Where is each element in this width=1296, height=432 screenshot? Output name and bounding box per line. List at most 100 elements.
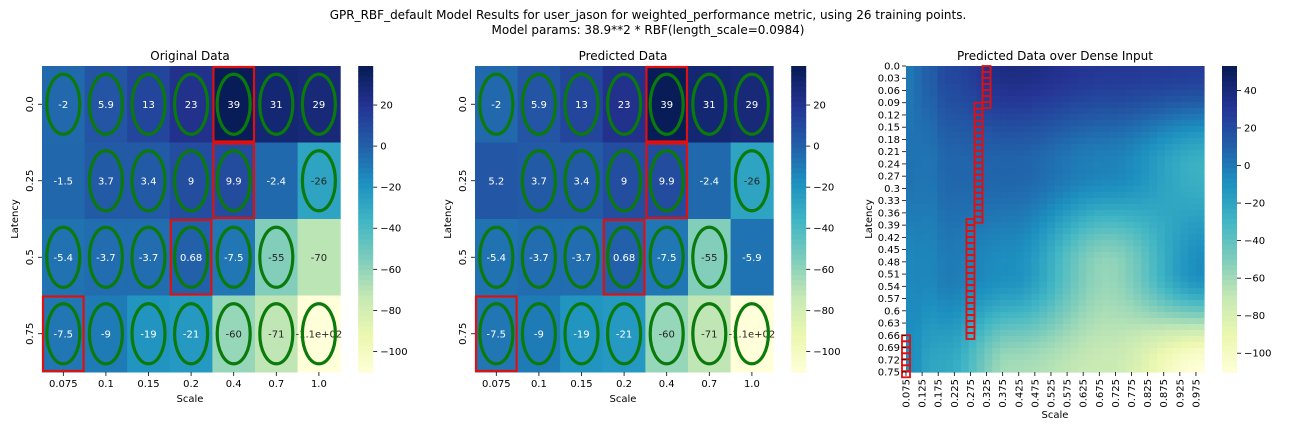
dense-heatmap-cell (1180, 186, 1189, 193)
dense-heatmap-cell (1117, 252, 1127, 259)
dense-heatmap-cell (1172, 192, 1182, 199)
dense-heatmap-cell (929, 312, 938, 319)
dense-heatmap-cell (1188, 156, 1197, 163)
dense-heatmap-cell (1062, 216, 1072, 223)
dense-heatmap-cell (1156, 330, 1166, 337)
dense-heatmap-cell (1039, 102, 1048, 109)
x-tick-label: 0.125 (918, 379, 929, 408)
dense-heatmap-cell (960, 270, 970, 277)
dense-heatmap-cell (953, 168, 962, 175)
dense-heatmap-cell (1188, 120, 1197, 127)
dense-heatmap-cell (984, 132, 993, 139)
dense-heatmap-cell (1188, 108, 1197, 115)
y-tick-label: 0.6 (884, 306, 900, 317)
dense-heatmap-cell (1196, 216, 1205, 223)
dense-heatmap-cell (1188, 84, 1197, 91)
dense-heatmap-cell (1023, 366, 1033, 373)
dense-heatmap-cell (906, 228, 915, 235)
dense-heatmap-cell (1031, 306, 1040, 313)
heatmap-cell (84, 295, 128, 373)
dense-heatmap-cell (1141, 126, 1150, 133)
dense-heatmap-cell (1000, 114, 1009, 121)
dense-heatmap-cell (1133, 120, 1142, 127)
dense-heatmap-cell (1062, 156, 1072, 163)
dense-heatmap-cell (1078, 354, 1087, 361)
dense-heatmap-cell (1117, 342, 1127, 349)
dense-heatmap-cell (1007, 282, 1017, 289)
heatmap-cell (84, 142, 128, 220)
dense-heatmap-cell (1164, 108, 1174, 115)
dense-heatmap-cell (937, 342, 946, 349)
dense-heatmap-cell (1031, 342, 1040, 349)
cell-value-label: 3.4 (574, 176, 590, 187)
dense-heatmap-cell (1047, 240, 1056, 247)
dense-heatmap-cell (945, 360, 954, 367)
dense-heatmap-cell (953, 126, 962, 133)
dense-heatmap-cell (1109, 204, 1119, 211)
dense-heatmap-cell (976, 252, 986, 259)
dense-heatmap-cell (1055, 276, 1064, 283)
dense-heatmap-cell (953, 294, 962, 301)
dense-heatmap-cell (1164, 216, 1174, 223)
heatmap-cell (517, 219, 561, 296)
dense-heatmap-cell (913, 150, 923, 157)
dense-heatmap-cell (1007, 102, 1017, 109)
dense-heatmap-cell (937, 150, 946, 157)
dense-heatmap-cell (921, 264, 931, 271)
colorbar-segment (358, 229, 374, 235)
dense-heatmap-cell (929, 90, 938, 97)
dense-heatmap-cell (1055, 270, 1064, 277)
dense-heatmap-cell (1164, 318, 1174, 325)
dense-heatmap-cell (1188, 252, 1197, 259)
dense-heatmap-cell (1031, 210, 1040, 217)
dense-heatmap-cell (1125, 312, 1135, 319)
dense-heatmap-cell (1102, 288, 1111, 295)
dense-heatmap-cell (1007, 144, 1017, 151)
dense-heatmap-cell (1156, 144, 1166, 151)
dense-heatmap-cell (921, 360, 931, 367)
dense-heatmap-cell (1039, 282, 1048, 289)
dense-heatmap-cell (1180, 120, 1189, 127)
dense-heatmap-cell (968, 342, 978, 349)
dense-heatmap-cell (921, 84, 931, 91)
training-point-ellipse (87, 302, 125, 366)
dense-heatmap-cell (1156, 180, 1166, 187)
dense-heatmap-cell (913, 240, 923, 247)
dense-heatmap-cell (1086, 114, 1095, 121)
dense-heatmap-cell (1109, 192, 1119, 199)
dense-heatmap-cell (929, 198, 938, 205)
colorbar-segment (358, 351, 374, 358)
dense-heatmap-cell (937, 252, 946, 259)
heatmap-cell (127, 142, 171, 220)
dense-heatmap-cell (976, 360, 986, 367)
dense-heatmap-cell (992, 210, 1001, 217)
colorbar-segment (791, 229, 807, 235)
dense-heatmap-cell (1172, 114, 1182, 121)
dense-heatmap-cell (1062, 66, 1072, 73)
dense-heatmap-cell (1141, 258, 1150, 265)
best-config-box (602, 218, 646, 296)
dense-heatmap-cell (1055, 258, 1064, 265)
dense-heatmap-cell (1023, 150, 1033, 157)
dense-heatmap-cell (1055, 234, 1064, 241)
dense-heatmap-cell (906, 126, 915, 133)
dense-heatmap-cell (1117, 198, 1127, 205)
dense-heatmap-cell (1196, 342, 1205, 349)
dense-heatmap-cell (984, 168, 993, 175)
dense-heatmap-cell (1133, 234, 1142, 241)
dense-heatmap-cell (1023, 318, 1033, 325)
dense-heatmap-cell (1078, 294, 1087, 301)
dense-heatmap-cell (906, 312, 915, 319)
heatmap-predicted-data: Predicted Data -2 5.9 13 23 39 31 295.2 3.7 3.4 9… (443, 49, 841, 405)
dense-heatmap-cell (1141, 156, 1150, 163)
dense-heatmap-cell (1141, 228, 1150, 235)
dense-heatmap-cell (1015, 270, 1025, 277)
dense-heatmap-cell (906, 318, 915, 325)
y-tick-label: 0.5 (25, 249, 36, 265)
dense-heatmap-cell (1149, 120, 1158, 127)
dense-heatmap-cell (992, 348, 1001, 355)
dense-heatmap-cell (937, 138, 946, 145)
dense-heatmap-cell (1070, 330, 1080, 337)
dense-heatmap-cell (1000, 360, 1009, 367)
colorbar-segment (791, 86, 807, 93)
